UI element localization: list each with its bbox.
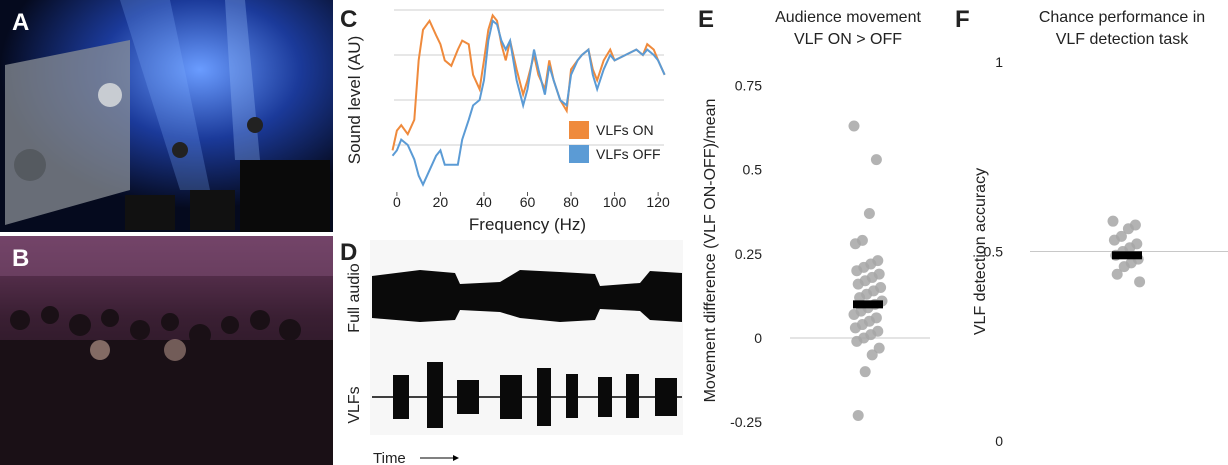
x-tick-label: 40: [476, 194, 492, 210]
data-point: [849, 309, 860, 320]
mean-bar: [1112, 251, 1142, 259]
data-point: [867, 349, 878, 360]
legend-swatch: [569, 145, 589, 163]
data-point: [864, 208, 875, 219]
y-axis-label: Sound level (AU): [345, 36, 364, 165]
data-point: [871, 154, 882, 165]
chart-title: VLF ON > OFF: [794, 31, 902, 48]
waveform-label: VLFs: [346, 386, 363, 423]
panel-label: B: [12, 245, 29, 272]
chart-title: Chance performance in: [1039, 9, 1205, 26]
data-point: [851, 265, 862, 276]
y-tick-label: 1: [995, 54, 1003, 70]
data-point: [853, 279, 864, 290]
data-point: [851, 336, 862, 347]
legend-swatch: [569, 121, 589, 139]
x-tick-label: 0: [393, 194, 401, 210]
x-tick-label: 80: [563, 194, 579, 210]
waveform-label: Full audio: [346, 263, 363, 332]
x-tick-label: 120: [646, 194, 670, 210]
mean-bar: [853, 300, 883, 308]
data-point: [1112, 269, 1123, 280]
x-axis-label: Frequency (Hz): [469, 215, 586, 234]
x-tick-label: 60: [520, 194, 536, 210]
data-point: [1108, 216, 1119, 227]
photo-stage: [0, 0, 333, 232]
y-tick-label: 0: [754, 330, 762, 346]
legend-label: VLFs ON: [596, 122, 654, 138]
y-tick-label: 0.25: [735, 246, 762, 262]
x-tick-label: 100: [603, 194, 627, 210]
y-tick-label: -0.25: [730, 414, 762, 430]
y-tick-label: 0.75: [735, 78, 762, 94]
data-point: [853, 410, 864, 421]
chart-title: Audience movement: [775, 9, 921, 26]
panel-label: C: [340, 6, 357, 33]
panel-label: F: [955, 6, 970, 33]
panel-label: E: [698, 6, 714, 33]
data-point: [850, 322, 861, 333]
y-axis-label: VLF detection accuracy: [972, 168, 989, 335]
photo-crowd: [0, 236, 333, 465]
panel-label: A: [12, 9, 29, 36]
data-point: [850, 238, 861, 249]
data-point: [1109, 235, 1120, 246]
figure: Full audio VLFs Time A B C D E F 0 20 40 60…: [0, 0, 1228, 465]
waveform: [370, 240, 683, 461]
y-tick-label: 0: [995, 433, 1003, 449]
y-tick-label: 0.5: [743, 162, 763, 178]
time-label: Time: [373, 450, 406, 465]
data-point: [849, 120, 860, 131]
x-tick-label: 20: [433, 194, 449, 210]
chart-title: VLF detection task: [1056, 31, 1190, 48]
legend-label: VLFs OFF: [596, 146, 661, 162]
data-point: [860, 366, 871, 377]
y-axis-label: Movement difference (VLF ON-OFF)/mean: [702, 99, 719, 403]
panel-label: D: [340, 239, 357, 266]
data-point: [1134, 276, 1145, 287]
